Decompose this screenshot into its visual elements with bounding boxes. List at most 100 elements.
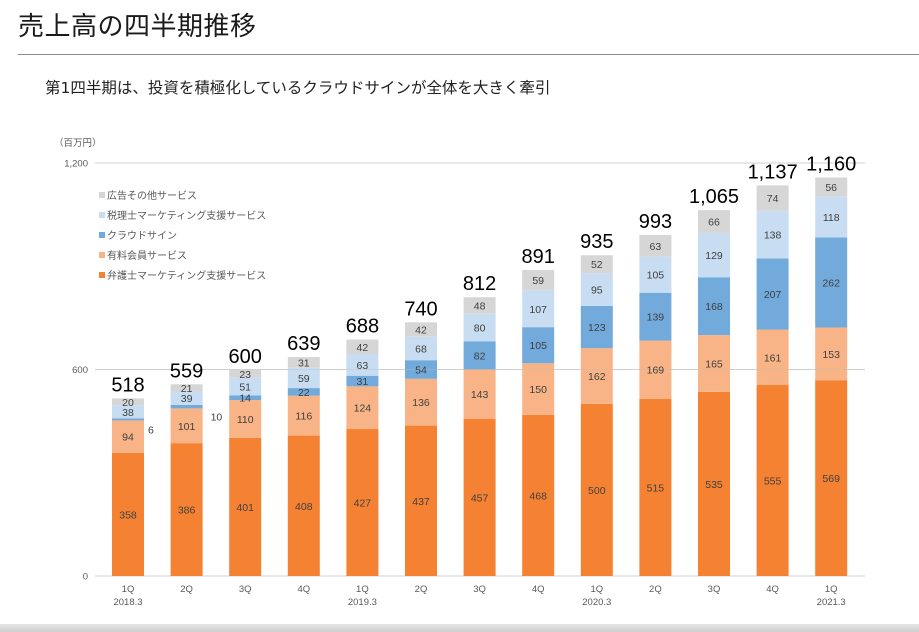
segment-label: 401 [236, 502, 254, 514]
y-tick-label: 600 [72, 365, 88, 376]
segment-label: 59 [532, 275, 544, 287]
total-label: 639 [287, 333, 320, 355]
gridlines-overlay [95, 162, 865, 370]
segment-label: 124 [354, 403, 372, 415]
bar-segment [170, 408, 203, 444]
bar-segment [229, 377, 262, 396]
segment-label: 38 [122, 407, 134, 419]
bar-segment [170, 384, 203, 392]
bar-segment [698, 232, 730, 278]
segment-label: 54 [415, 365, 427, 377]
bar-segment [580, 305, 613, 349]
segment-label: 358 [119, 509, 137, 521]
bar-segment [112, 418, 144, 421]
segment-label: 408 [295, 501, 313, 513]
bar-segment [756, 329, 789, 385]
segment-label: 48 [474, 300, 486, 312]
legend-label: クラウドサイン [107, 230, 177, 242]
segment-label: 74 [767, 193, 779, 205]
segment-label: 23 [239, 369, 251, 381]
segment-label: 21 [181, 383, 193, 395]
segment-label: 262 [822, 277, 840, 289]
x-tick-label: 2Q [415, 584, 428, 595]
bar-segment [287, 395, 320, 436]
bar-segment [287, 388, 320, 396]
bar-segment [756, 210, 789, 259]
bar-segment [287, 367, 320, 389]
bar-segment [287, 435, 320, 576]
x-tick-label: 4Q [297, 584, 310, 595]
bar-segment [522, 414, 555, 576]
segment-label: 162 [588, 371, 606, 383]
segment-label: 42 [357, 342, 369, 354]
segment-label: 129 [705, 250, 723, 262]
segment-label: 427 [354, 498, 372, 510]
segment-label: 63 [650, 241, 662, 253]
bar-segment [170, 404, 203, 409]
bar-segment [815, 196, 848, 238]
bar-segment [346, 354, 379, 376]
segment-label: 535 [705, 479, 723, 491]
bar-segment [170, 391, 203, 405]
total-label: 1,160 [806, 153, 856, 175]
y-tick-label: 0 [83, 572, 88, 583]
bar-segment [580, 403, 613, 576]
segment-label: 138 [764, 230, 782, 242]
segment-label: 457 [471, 492, 489, 504]
segment-label: 51 [239, 382, 251, 394]
segment-label: 6 [148, 424, 154, 436]
segment-label: 168 [705, 301, 723, 313]
bar-segment [815, 327, 848, 381]
legend-swatch [99, 192, 105, 198]
bar-segment [815, 237, 848, 328]
bar-segment [580, 255, 613, 274]
x-tick-label: 1Q [590, 584, 603, 595]
segment-label: 153 [822, 349, 840, 361]
bar-segment [522, 327, 555, 364]
total-label: 740 [404, 298, 437, 320]
segment-label: 82 [474, 350, 486, 362]
segment-label: 107 [529, 304, 547, 316]
bar-segment [112, 420, 144, 453]
total-label: 891 [522, 246, 555, 268]
segment-label: 39 [181, 393, 193, 405]
bar-segment [580, 348, 613, 404]
x-tick-label: 4Q [766, 584, 779, 595]
bar-segment [229, 395, 262, 401]
x-tick-label: 4Q [532, 584, 545, 595]
page-title: 売上高の四半期推移 [18, 12, 257, 42]
bar-segment [463, 341, 496, 370]
segment-label: 500 [588, 485, 606, 497]
segment-label: 468 [529, 490, 547, 502]
bar-segment [405, 336, 437, 361]
segment-label: 31 [357, 376, 369, 388]
bar-segment [170, 443, 203, 576]
bar-segment [698, 391, 730, 576]
x-tick-label: 1Q [356, 584, 369, 595]
bars [112, 177, 848, 576]
bar-segment [112, 405, 144, 419]
bar-segment [346, 339, 379, 355]
bar-segment [698, 335, 730, 392]
bar-segment [639, 234, 672, 257]
legend-label: 弁護士マーケティング支援サービス [107, 269, 266, 282]
bar-segment [522, 290, 555, 328]
total-label: 935 [580, 231, 613, 253]
x-tick-label: 1Q [825, 584, 838, 595]
segment-label: 569 [822, 473, 840, 485]
bar-segment [639, 292, 672, 341]
bar-segment [639, 256, 672, 293]
segment-label: 105 [647, 270, 665, 282]
segment-label: 80 [474, 323, 486, 335]
total-label: 993 [639, 211, 672, 233]
bar-segment [405, 322, 437, 337]
segment-label: 101 [178, 421, 196, 433]
segment-label: 94 [122, 432, 134, 444]
bar-segment [756, 185, 789, 211]
total-label: 1,137 [748, 161, 798, 183]
bar-segment [463, 369, 496, 419]
x-tick-fiscal-year: 2019.3 [348, 597, 377, 608]
title-divider [18, 54, 919, 55]
